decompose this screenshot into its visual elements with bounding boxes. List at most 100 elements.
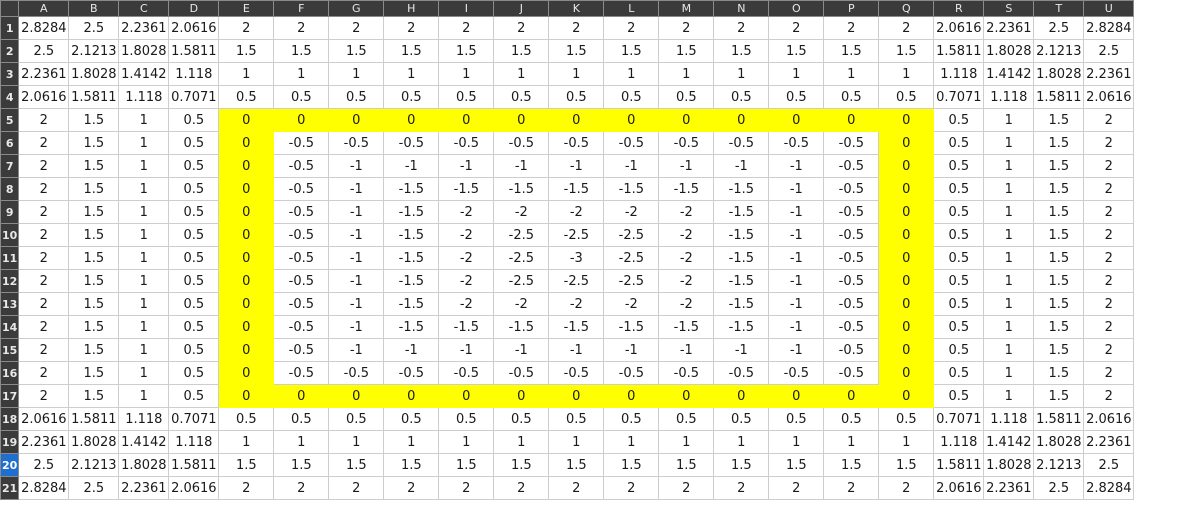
cell-s3[interactable]: 1.4142 xyxy=(983,62,1035,86)
column-header-j[interactable]: J xyxy=(493,0,550,17)
cell-j3[interactable]: 1 xyxy=(493,62,550,86)
cell-s16[interactable]: 1 xyxy=(983,361,1035,385)
cell-r3[interactable]: 1.118 xyxy=(933,62,985,86)
cell-b15[interactable]: 1.5 xyxy=(68,338,120,362)
cell-s20[interactable]: 1.8028 xyxy=(983,453,1035,477)
cell-n15[interactable]: -1 xyxy=(713,338,770,362)
cell-g7[interactable]: -1 xyxy=(328,154,385,178)
cell-h19[interactable]: 1 xyxy=(383,430,440,454)
row-header[interactable]: 8 xyxy=(0,177,20,201)
cell-f3[interactable]: 1 xyxy=(273,62,330,86)
cell-a4[interactable]: 2.0616 xyxy=(18,85,70,109)
cell-a10[interactable]: 2 xyxy=(18,223,70,247)
cell-b5[interactable]: 1.5 xyxy=(68,108,120,132)
cell-b4[interactable]: 1.5811 xyxy=(68,85,120,109)
cell-r21[interactable]: 2.0616 xyxy=(933,476,985,500)
cell-t4[interactable]: 1.5811 xyxy=(1033,85,1085,109)
cell-s6[interactable]: 1 xyxy=(983,131,1035,155)
cell-r19[interactable]: 1.118 xyxy=(933,430,985,454)
cell-d18[interactable]: 0.7071 xyxy=(168,407,220,431)
row-header[interactable]: 3 xyxy=(0,62,20,86)
cell-c10[interactable]: 1 xyxy=(118,223,170,247)
cell-n5[interactable]: 0 xyxy=(713,108,770,132)
cell-t21[interactable]: 2.5 xyxy=(1033,476,1085,500)
cell-u3[interactable]: 2.2361 xyxy=(1083,62,1135,86)
cell-h2[interactable]: 1.5 xyxy=(383,39,440,63)
cell-u1[interactable]: 2.8284 xyxy=(1083,16,1135,40)
cell-i6[interactable]: -0.5 xyxy=(438,131,495,155)
cell-g19[interactable]: 1 xyxy=(328,430,385,454)
cell-u19[interactable]: 2.2361 xyxy=(1083,430,1135,454)
cell-s17[interactable]: 1 xyxy=(983,384,1035,408)
cell-b17[interactable]: 1.5 xyxy=(68,384,120,408)
cell-p10[interactable]: -0.5 xyxy=(823,223,880,247)
cell-i2[interactable]: 1.5 xyxy=(438,39,495,63)
cell-a14[interactable]: 2 xyxy=(18,315,70,339)
cell-u2[interactable]: 2.5 xyxy=(1083,39,1135,63)
cell-p3[interactable]: 1 xyxy=(823,62,880,86)
cell-k17[interactable]: 0 xyxy=(548,384,605,408)
cell-p4[interactable]: 0.5 xyxy=(823,85,880,109)
column-header-h[interactable]: H xyxy=(383,0,440,17)
cell-u13[interactable]: 2 xyxy=(1083,292,1135,316)
cell-e16[interactable]: 0 xyxy=(218,361,275,385)
cell-j17[interactable]: 0 xyxy=(493,384,550,408)
column-header-p[interactable]: P xyxy=(823,0,880,17)
cell-f14[interactable]: -0.5 xyxy=(273,315,330,339)
cell-i7[interactable]: -1 xyxy=(438,154,495,178)
cell-n9[interactable]: -1.5 xyxy=(713,200,770,224)
cell-n3[interactable]: 1 xyxy=(713,62,770,86)
cell-e14[interactable]: 0 xyxy=(218,315,275,339)
cell-n10[interactable]: -1.5 xyxy=(713,223,770,247)
cell-p2[interactable]: 1.5 xyxy=(823,39,880,63)
cell-l11[interactable]: -2.5 xyxy=(603,246,660,270)
cell-e21[interactable]: 2 xyxy=(218,476,275,500)
cell-c12[interactable]: 1 xyxy=(118,269,170,293)
cell-q18[interactable]: 0.5 xyxy=(878,407,935,431)
row-header[interactable]: 16 xyxy=(0,361,20,385)
cell-r4[interactable]: 0.7071 xyxy=(933,85,985,109)
cell-g16[interactable]: -0.5 xyxy=(328,361,385,385)
cell-s4[interactable]: 1.118 xyxy=(983,85,1035,109)
cell-f5[interactable]: 0 xyxy=(273,108,330,132)
cell-o11[interactable]: -1 xyxy=(768,246,825,270)
cell-o6[interactable]: -0.5 xyxy=(768,131,825,155)
cell-k21[interactable]: 2 xyxy=(548,476,605,500)
cell-p1[interactable]: 2 xyxy=(823,16,880,40)
cell-q2[interactable]: 1.5 xyxy=(878,39,935,63)
cell-k8[interactable]: -1.5 xyxy=(548,177,605,201)
cell-p15[interactable]: -0.5 xyxy=(823,338,880,362)
cell-s21[interactable]: 2.2361 xyxy=(983,476,1035,500)
cell-d12[interactable]: 0.5 xyxy=(168,269,220,293)
cell-j8[interactable]: -1.5 xyxy=(493,177,550,201)
cell-l20[interactable]: 1.5 xyxy=(603,453,660,477)
cell-g10[interactable]: -1 xyxy=(328,223,385,247)
cell-g13[interactable]: -1 xyxy=(328,292,385,316)
cell-q5[interactable]: 0 xyxy=(878,108,935,132)
cell-f15[interactable]: -0.5 xyxy=(273,338,330,362)
cell-b11[interactable]: 1.5 xyxy=(68,246,120,270)
cell-m20[interactable]: 1.5 xyxy=(658,453,715,477)
cell-k1[interactable]: 2 xyxy=(548,16,605,40)
cell-p5[interactable]: 0 xyxy=(823,108,880,132)
cell-o15[interactable]: -1 xyxy=(768,338,825,362)
cell-f9[interactable]: -0.5 xyxy=(273,200,330,224)
cell-c18[interactable]: 1.118 xyxy=(118,407,170,431)
cell-j19[interactable]: 1 xyxy=(493,430,550,454)
cell-q12[interactable]: 0 xyxy=(878,269,935,293)
cell-a8[interactable]: 2 xyxy=(18,177,70,201)
cell-i1[interactable]: 2 xyxy=(438,16,495,40)
cell-q6[interactable]: 0 xyxy=(878,131,935,155)
cell-k19[interactable]: 1 xyxy=(548,430,605,454)
cell-c1[interactable]: 2.2361 xyxy=(118,16,170,40)
cell-i20[interactable]: 1.5 xyxy=(438,453,495,477)
cell-o4[interactable]: 0.5 xyxy=(768,85,825,109)
cell-h9[interactable]: -1.5 xyxy=(383,200,440,224)
cell-p20[interactable]: 1.5 xyxy=(823,453,880,477)
cell-k4[interactable]: 0.5 xyxy=(548,85,605,109)
cell-a3[interactable]: 2.2361 xyxy=(18,62,70,86)
cell-k6[interactable]: -0.5 xyxy=(548,131,605,155)
cell-l3[interactable]: 1 xyxy=(603,62,660,86)
cell-r8[interactable]: 0.5 xyxy=(933,177,985,201)
cell-p8[interactable]: -0.5 xyxy=(823,177,880,201)
